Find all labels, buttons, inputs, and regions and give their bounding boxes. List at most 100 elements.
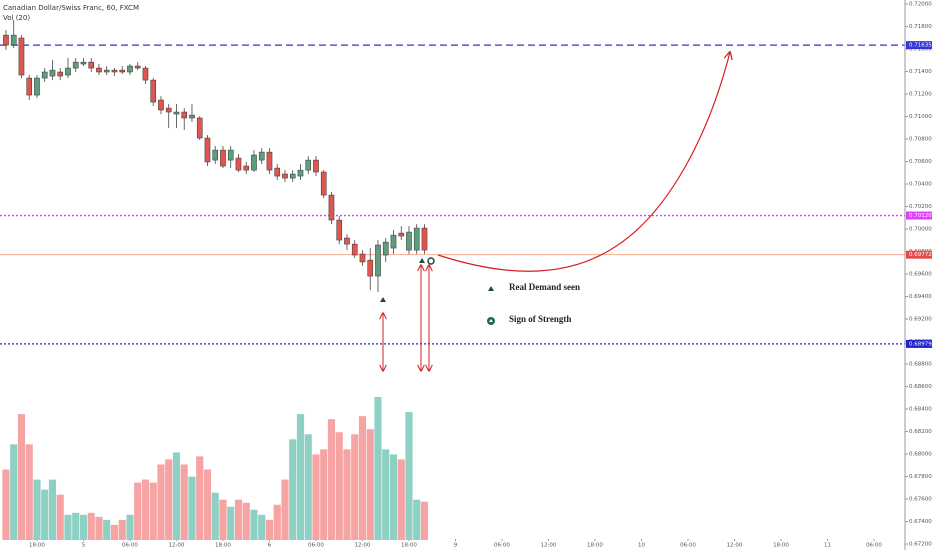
volume-bar	[312, 454, 320, 540]
y-tick-label: 0.67200	[909, 542, 932, 548]
volume-bar	[95, 516, 103, 540]
candle-body	[49, 69, 56, 77]
y-tick-label: 0.71800	[909, 24, 932, 30]
candle-body	[196, 117, 203, 139]
candle-body	[398, 232, 405, 237]
chart-subtitle: Vol (20)	[3, 14, 30, 22]
candle-body	[26, 77, 33, 96]
volume-bar	[320, 449, 328, 540]
candle-body	[336, 219, 343, 241]
candle-body	[375, 244, 381, 277]
y-tick-label: 0.71000	[909, 114, 932, 120]
volume-bar	[327, 419, 336, 540]
volume-bar	[227, 506, 235, 540]
candle-body	[212, 149, 219, 161]
legend-circle-icon	[489, 319, 493, 322]
volume-bar	[196, 456, 204, 540]
x-tick-label: 06:00	[308, 543, 324, 549]
price-axis-bg	[905, 0, 932, 550]
candle-body	[119, 69, 126, 73]
level-label-bg	[906, 250, 932, 259]
candle-body	[328, 194, 335, 221]
volume-bar	[351, 434, 359, 540]
y-tick-label: 0.70200	[909, 204, 932, 210]
candle-body	[258, 151, 265, 161]
volume-bar	[382, 449, 390, 540]
candle-body	[235, 157, 242, 171]
strength-marker	[427, 257, 435, 265]
volume-bar	[265, 519, 274, 540]
volume-bar	[304, 434, 312, 540]
volume-bar	[17, 414, 26, 540]
volume-bar	[103, 519, 111, 540]
candle-body	[65, 67, 71, 76]
y-tick-label: 0.69200	[909, 317, 932, 323]
candle-body	[413, 227, 420, 251]
y-tick-label: 0.71200	[909, 92, 932, 98]
candle-body	[57, 71, 64, 77]
y-tick-label: 0.69400	[909, 294, 932, 300]
volume-bar	[273, 504, 281, 540]
y-tick-label: 0.67400	[909, 519, 932, 525]
x-tick-label: 18:00	[401, 543, 417, 549]
volume-bar	[33, 479, 41, 540]
candle-body	[220, 149, 226, 167]
y-tick-label: 0.67600	[909, 497, 932, 503]
y-tick-label: 0.68800	[909, 362, 932, 368]
candle-body	[390, 234, 397, 249]
candle-body	[165, 107, 172, 113]
volume-bar	[258, 514, 266, 540]
demand-marker	[380, 297, 386, 302]
volume-bar	[64, 514, 72, 540]
candle-body	[111, 69, 118, 73]
candle-body	[158, 99, 164, 111]
legend-text: Real Demand seen	[509, 282, 580, 292]
x-tick-label: 12:00	[169, 543, 185, 549]
volume-bar	[289, 439, 297, 540]
y-tick-label: 0.70000	[909, 227, 932, 233]
volume-bar	[250, 509, 258, 540]
volume-bar	[420, 501, 429, 540]
volume-bar	[234, 499, 243, 540]
x-tick-label: 06:00	[866, 543, 882, 549]
y-tick-label: 0.68200	[909, 429, 932, 435]
volume-bar	[389, 454, 398, 540]
candle-body	[181, 111, 188, 119]
x-tick-label: 10	[638, 543, 645, 549]
volume-bar	[48, 479, 57, 540]
volume-bar	[157, 464, 165, 540]
candle-body	[320, 171, 327, 196]
volume-bar	[118, 519, 126, 540]
y-tick-label: 0.71400	[909, 69, 932, 75]
volume-bar	[211, 492, 219, 540]
candle-body	[305, 159, 312, 171]
x-tick-label: 06:00	[122, 543, 138, 549]
candle-body	[80, 61, 87, 65]
y-tick-label: 0.70800	[909, 137, 932, 143]
candle-body	[18, 37, 25, 76]
x-tick-label: 5	[82, 543, 86, 549]
volume-bar	[335, 432, 343, 540]
volume-bar	[343, 449, 351, 540]
candle-body	[127, 65, 133, 73]
candle-body	[34, 77, 40, 96]
volume-bar	[374, 397, 382, 540]
y-tick-label: 0.68000	[909, 452, 932, 458]
x-tick-label: 18:00	[29, 543, 45, 549]
volume-bar	[165, 459, 173, 540]
volume-bar	[79, 514, 88, 540]
candle-body	[274, 167, 281, 177]
candle-body	[41, 71, 48, 79]
legend-text: Sign of Strength	[509, 314, 571, 324]
volume-bar	[366, 429, 374, 540]
volume-bar	[188, 476, 196, 540]
y-tick-label: 0.68400	[909, 407, 932, 413]
x-tick-label: 12:00	[541, 543, 557, 549]
candle-body	[421, 227, 428, 251]
candle-body	[189, 114, 195, 119]
y-tick-label: 0.70600	[909, 159, 932, 165]
y-tick-label: 0.67800	[909, 474, 932, 480]
volume-bar	[56, 494, 64, 540]
candle-body	[173, 111, 180, 115]
